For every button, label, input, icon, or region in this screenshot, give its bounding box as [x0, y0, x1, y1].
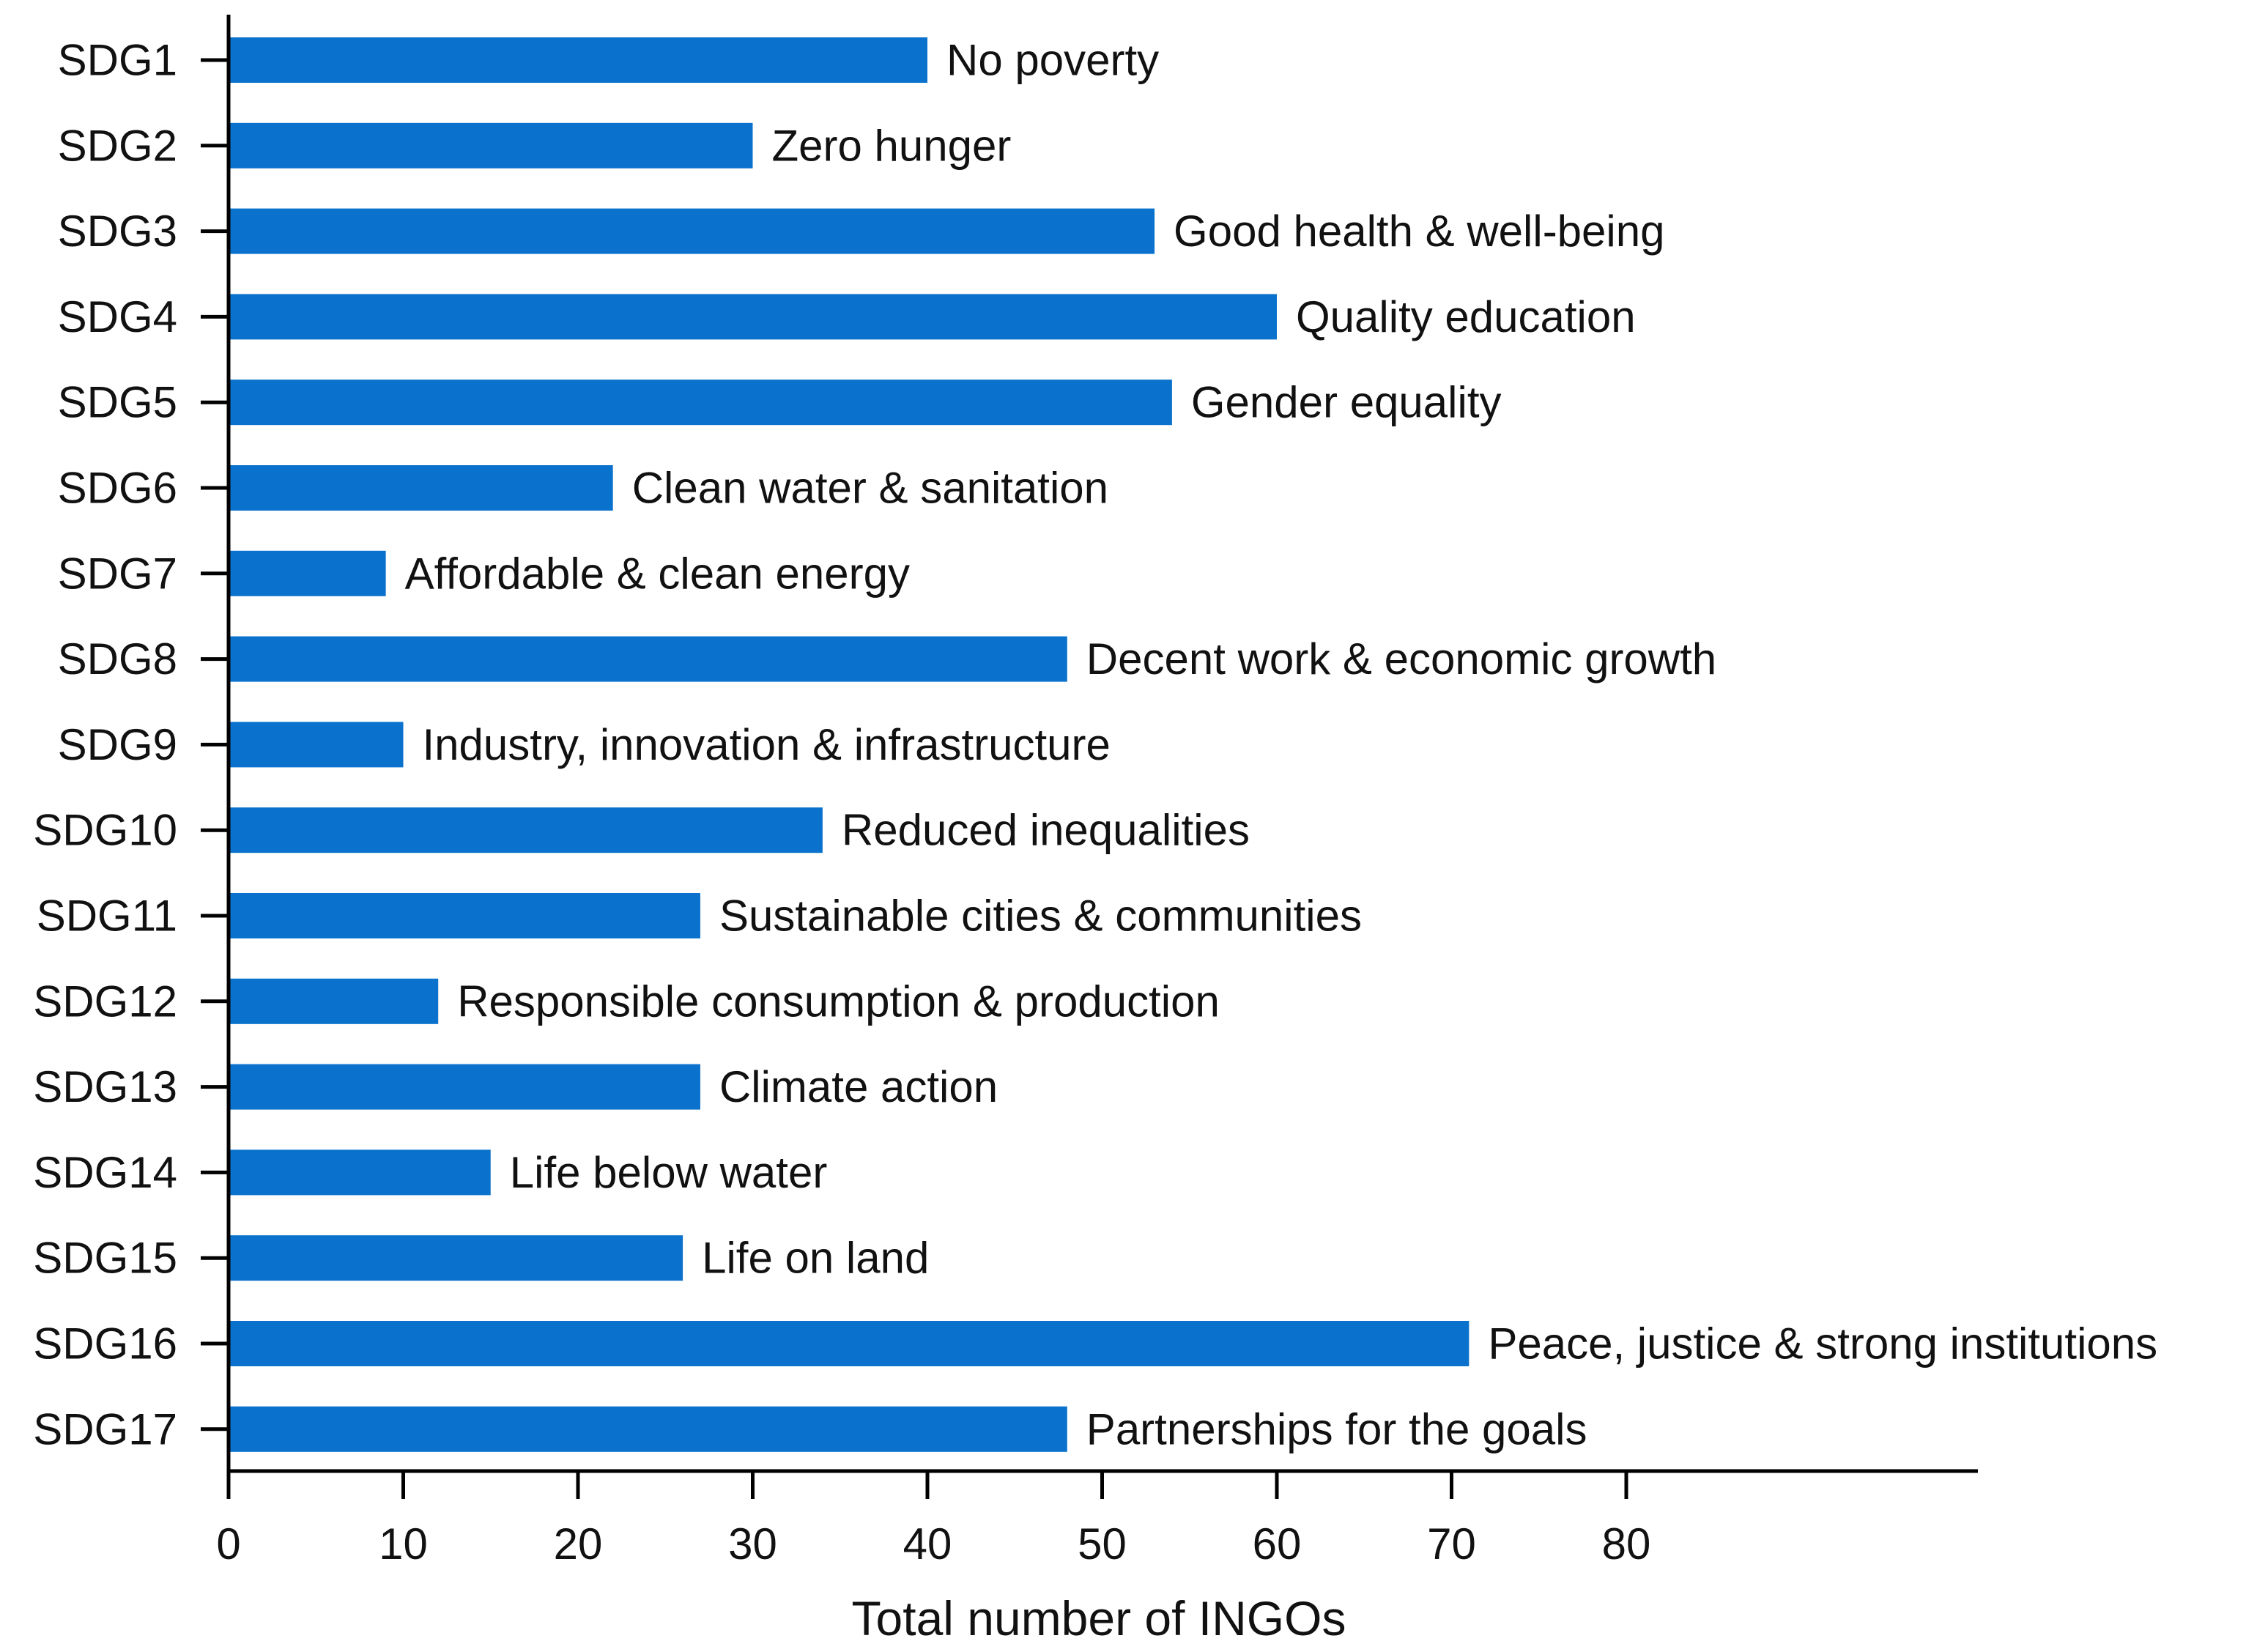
bar-label-sdg15: Life on land	[702, 1234, 929, 1283]
y-tick-label-sdg14: SDG14	[33, 1148, 177, 1197]
y-tick-label-sdg17: SDG17	[33, 1404, 177, 1453]
x-tick-label-40: 40	[903, 1519, 952, 1568]
bar-sdg12	[229, 978, 439, 1024]
bar-label-sdg4: Quality education	[1296, 292, 1636, 341]
bar-sdg9	[229, 722, 404, 768]
y-tick-label-sdg10: SDG10	[33, 806, 177, 855]
x-axis-ticks	[226, 1471, 1628, 1499]
y-tick-label-sdg9: SDG9	[58, 720, 177, 769]
x-tick-label-10: 10	[379, 1519, 428, 1568]
bar-label-sdg6: Clean water & sanitation	[632, 464, 1108, 513]
bars-group	[229, 37, 1470, 1452]
y-tick-label-sdg4: SDG4	[58, 292, 177, 341]
bar-label-sdg8: Decent work & economic growth	[1086, 634, 1716, 684]
bar-label-sdg1: No poverty	[946, 36, 1159, 85]
y-tick-label-sdg8: SDG8	[58, 634, 177, 684]
y-tick-label-sdg16: SDG16	[33, 1319, 177, 1368]
bar-label-sdg16: Peace, justice & strong institutions	[1488, 1319, 2157, 1368]
bar-label-sdg7: Affordable & clean energy	[405, 549, 910, 598]
bar-sdg5	[229, 379, 1172, 426]
bar-label-sdg2: Zero hunger	[772, 121, 1012, 170]
x-tick-label-30: 30	[728, 1519, 777, 1568]
x-tick-label-0: 0	[216, 1519, 240, 1568]
bar-label-sdg3: Good health & well-being	[1174, 207, 1664, 256]
bar-sdg16	[229, 1321, 1470, 1366]
bar-label-sdg13: Climate action	[719, 1062, 998, 1111]
x-tick-label-70: 70	[1427, 1519, 1476, 1568]
y-tick-label-sdg5: SDG5	[58, 378, 177, 427]
bar-sdg15	[229, 1235, 683, 1281]
y-tick-label-sdg1: SDG1	[58, 36, 177, 85]
bar-sdg17	[229, 1406, 1067, 1452]
bar-sdg1	[229, 37, 927, 83]
bar-sdg14	[229, 1149, 491, 1196]
y-axis-ticks	[201, 58, 229, 1431]
bar-label-sdg12: Responsible consumption & production	[457, 977, 1220, 1026]
x-axis-title: Total number of INGOs	[852, 1591, 1346, 1645]
bar-sdg6	[229, 465, 613, 511]
y-tick-label-sdg3: SDG3	[58, 207, 177, 256]
y-tick-label-sdg11: SDG11	[37, 892, 177, 941]
x-tick-label-60: 60	[1253, 1519, 1302, 1568]
bar-sdg7	[229, 550, 386, 596]
bar-label-sdg10: Reduced inequalities	[842, 806, 1250, 855]
y-tick-label-sdg13: SDG13	[33, 1062, 177, 1111]
bar-data-labels: No poverty Zero hunger Good health & well-…	[405, 36, 2158, 1454]
bar-label-sdg9: Industry, innovation & infrastructure	[423, 720, 1111, 769]
bar-sdg8	[229, 636, 1067, 682]
bar-sdg10	[229, 807, 823, 853]
bar-sdg13	[229, 1064, 700, 1110]
bar-sdg2	[229, 122, 753, 168]
y-axis-tick-labels: SDG1 SDG2 SDG3 SDG4 SDG5 SDG6 SDG7 SDG8 SDG9 SDG1…	[33, 36, 177, 1454]
bar-label-sdg11: Sustainable cities & communities	[719, 892, 1362, 941]
x-tick-label-50: 50	[1078, 1519, 1127, 1568]
y-tick-label-sdg15: SDG15	[33, 1234, 177, 1283]
x-tick-label-80: 80	[1602, 1519, 1651, 1568]
bar-sdg3	[229, 208, 1155, 254]
bar-label-sdg14: Life below water	[510, 1148, 828, 1197]
y-tick-label-sdg2: SDG2	[58, 121, 177, 170]
bar-sdg11	[229, 893, 700, 938]
bar-label-sdg17: Partnerships for the goals	[1086, 1404, 1587, 1453]
y-tick-label-sdg6: SDG6	[58, 464, 177, 513]
y-tick-label-sdg12: SDG12	[33, 977, 177, 1026]
bar-sdg4	[229, 294, 1277, 340]
x-tick-label-20: 20	[554, 1519, 603, 1568]
y-tick-label-sdg7: SDG7	[58, 549, 177, 598]
bar-label-sdg5: Gender equality	[1191, 378, 1502, 427]
x-axis-tick-labels: 0 10 20 30 40 50 60 70 80	[216, 1519, 1650, 1568]
